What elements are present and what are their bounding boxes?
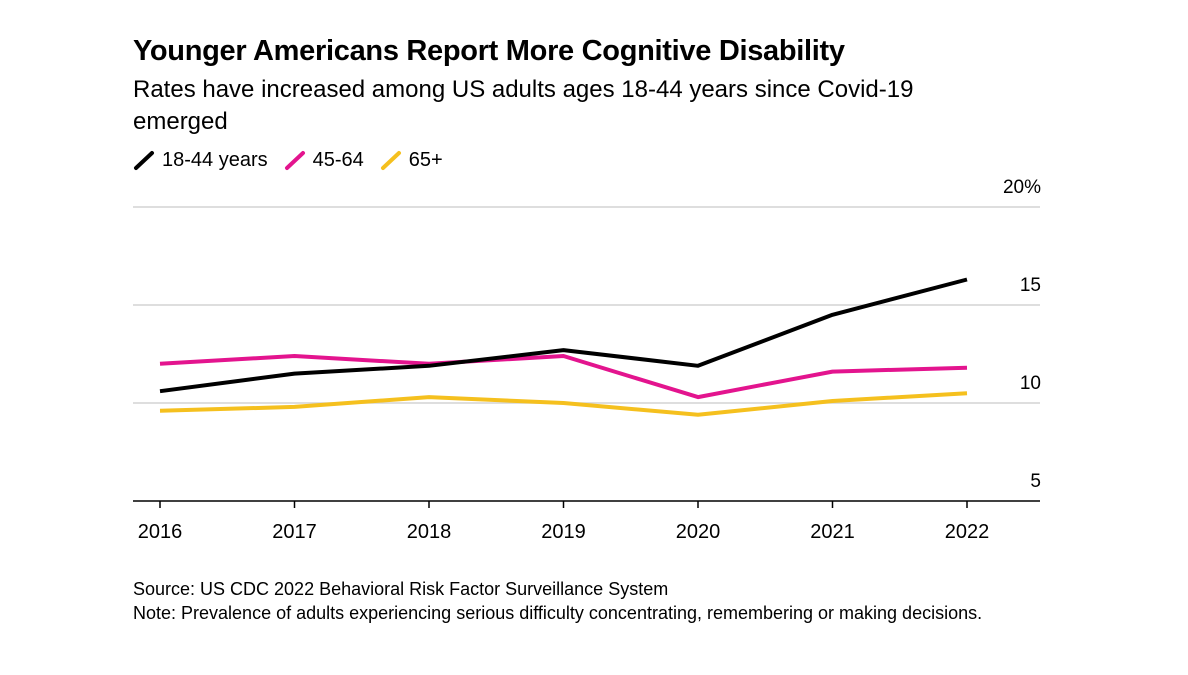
legend-label: 65+ bbox=[408, 148, 443, 171]
legend-label: 18-44 years bbox=[162, 148, 268, 171]
x-tick-label: 2022 bbox=[945, 521, 990, 543]
y-tick-label: 20% bbox=[1003, 177, 1041, 198]
y-tick-label: 5 bbox=[1030, 471, 1041, 492]
x-tick-label: 2021 bbox=[810, 521, 855, 543]
x-tick-label: 2017 bbox=[272, 521, 317, 543]
grid-lines bbox=[133, 206, 1040, 404]
tick-labels: 5 10 15 20% 2016 2017 2018 2019 2020 2021 2022 bbox=[138, 177, 1041, 543]
chart-legend: 18-44 years 45-64 65+ bbox=[133, 147, 459, 173]
series-lines bbox=[159, 277, 968, 417]
chart-footer: Source: US CDC 2022 Behavioral Risk Fact… bbox=[133, 577, 1063, 625]
legend-swatch bbox=[284, 151, 305, 170]
x-tick-label: 2019 bbox=[541, 521, 586, 543]
legend-label: 45-64 bbox=[312, 148, 364, 171]
legend-swatch bbox=[380, 151, 401, 170]
y-tick-label: 15 bbox=[1020, 275, 1041, 296]
x-axis bbox=[133, 500, 1040, 508]
x-tick-label: 2016 bbox=[138, 521, 183, 543]
series-line-65 bbox=[159, 391, 968, 417]
y-tick-label: 10 bbox=[1020, 373, 1041, 394]
x-tick-label: 2020 bbox=[676, 521, 721, 543]
series-line-45-64 bbox=[159, 354, 968, 400]
legend-item-45-64: 45-64 bbox=[284, 149, 364, 172]
legend-item-18-44-years: 18-44 years bbox=[133, 149, 268, 172]
footnote: Note: Prevalence of adults experiencing … bbox=[133, 603, 983, 623]
chart-subtitle: Rates have increased among US adults age… bbox=[133, 76, 914, 135]
legend-item-65: 65+ bbox=[380, 149, 443, 172]
source-note: Source: US CDC 2022 Behavioral Risk Fact… bbox=[133, 579, 669, 599]
chart-title: Younger Americans Report More Cognitive … bbox=[133, 35, 845, 67]
legend-swatch bbox=[134, 151, 154, 170]
x-tick-label: 2018 bbox=[407, 521, 452, 543]
series-line-18-44-years bbox=[159, 277, 968, 394]
